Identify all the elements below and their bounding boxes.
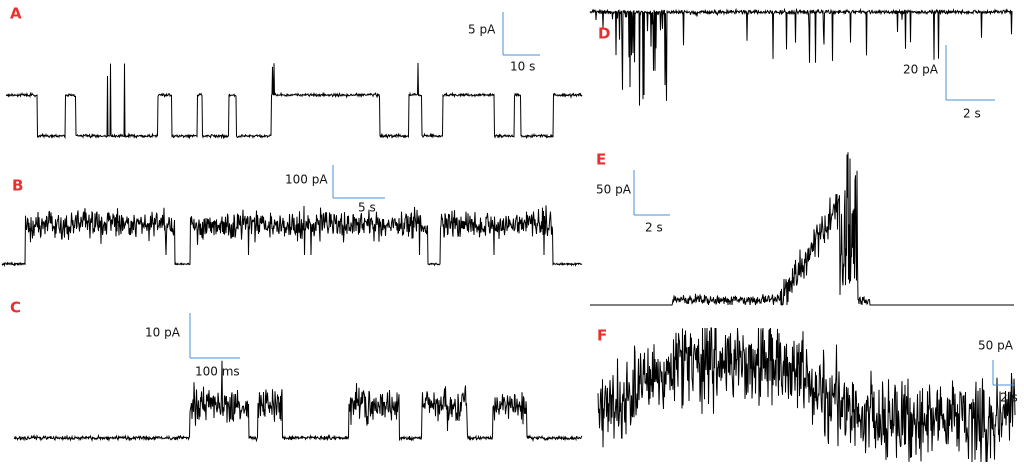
trace	[590, 152, 1014, 307]
scale-y-label: 5 pA	[468, 23, 496, 37]
scale-y-label: 50 pA	[978, 339, 1014, 353]
scale-x-label: 2 s	[963, 107, 981, 121]
scale-x-label: 100 ms	[195, 365, 240, 379]
panel-label: B	[12, 177, 23, 195]
panel-label: A	[10, 5, 22, 23]
panel-label: C	[10, 299, 21, 317]
trace	[5, 62, 583, 140]
scale-x-label: 2 s	[1000, 391, 1018, 405]
scale-x-label: 5 s	[358, 201, 376, 215]
scale-x-label: 2 s	[645, 221, 663, 235]
trace	[597, 327, 1016, 463]
panel-label: F	[597, 327, 607, 345]
scale-y-label: 100 pA	[285, 173, 328, 187]
scale-y-label: 20 pA	[903, 63, 939, 77]
trace	[13, 360, 583, 443]
scale-y-label: 10 pA	[145, 326, 181, 340]
scale-y-label: 50 pA	[596, 183, 632, 197]
scale-x-label: 10 s	[510, 60, 535, 74]
trace	[1, 205, 583, 268]
panel-label: D	[598, 25, 610, 43]
panel-label: E	[596, 151, 606, 169]
trace	[589, 7, 1013, 106]
